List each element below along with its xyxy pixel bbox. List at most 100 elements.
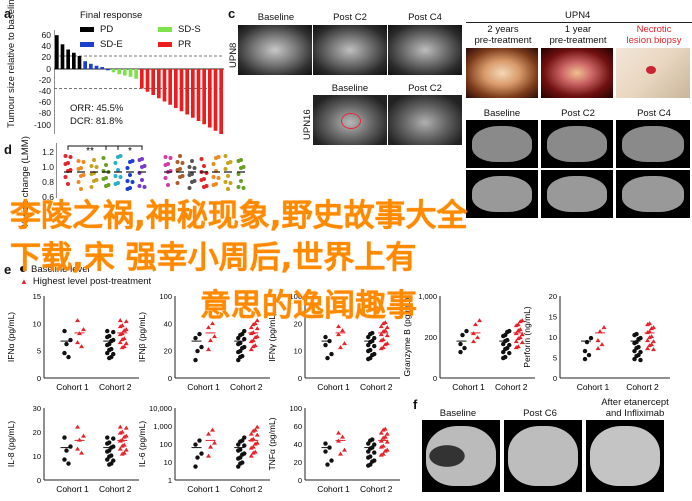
e-point-baseline <box>195 348 200 354</box>
d-point <box>142 185 147 189</box>
e-ytick: 15 <box>549 313 557 322</box>
e-point-post <box>380 321 386 326</box>
e-point-baseline <box>107 462 112 467</box>
e-point-baseline <box>238 354 243 360</box>
e-point-post <box>210 321 215 326</box>
a-bar <box>128 69 133 77</box>
upn4-title: UPN4 <box>565 10 591 21</box>
dcr-text: DCR: 81.8% <box>70 116 123 127</box>
e-cohort-label: Cohort 1 <box>56 382 89 392</box>
ct-upn4-baseline-2 <box>466 170 538 218</box>
e-point-baseline <box>460 332 465 338</box>
e-ytick: 0 <box>298 476 302 485</box>
e-point-baseline <box>238 332 243 338</box>
e-point-baseline <box>370 459 375 464</box>
e-point-post <box>119 443 125 448</box>
upn4-title-1y: 1 year pre-treatment <box>549 24 607 46</box>
a-bar <box>66 49 70 69</box>
upn4-title-2y: 2 years pre-treatment <box>474 24 532 46</box>
legend-swatch-sds <box>158 27 172 32</box>
e-point-baseline <box>105 328 110 334</box>
legend-circle <box>20 266 26 272</box>
d-point <box>223 167 228 171</box>
e-point-post <box>473 322 478 327</box>
e-point-baseline <box>323 342 328 348</box>
e-point-post <box>597 329 603 334</box>
d-point <box>113 182 118 186</box>
a-bar <box>60 44 65 69</box>
e-cohort-label: Cohort 2 <box>495 382 528 392</box>
a-bar <box>111 69 116 73</box>
e-plot-top-0: IFNα (pg/mL) 15 10 5 0 Cohort 1 Cohort 2 <box>6 292 139 392</box>
e-point-post <box>206 453 211 458</box>
waterfall-chart <box>54 30 224 134</box>
e-point-post <box>378 324 384 329</box>
d-point <box>239 179 243 183</box>
e-point-baseline <box>323 449 328 454</box>
e-ytick: 0 <box>37 374 41 383</box>
a-bar <box>208 69 212 128</box>
d-point <box>89 164 94 168</box>
panel-a-yticks: 60 40 20 0 -20 -40 -60 -80 -100 <box>33 30 51 130</box>
d-point <box>211 162 216 166</box>
e-point-post <box>513 323 519 328</box>
e-point-baseline <box>368 339 373 345</box>
e-point-post <box>119 345 125 350</box>
ct-f-postc6 <box>504 420 582 492</box>
e-point-post <box>384 325 390 330</box>
e-point-baseline <box>366 348 371 354</box>
e-point-post <box>647 335 652 340</box>
d-point <box>66 182 70 186</box>
panel-d-yticks: 1.2 1.0 0.8 0.6 <box>42 147 54 202</box>
e-ytick: 0 <box>553 374 557 383</box>
d-point <box>178 175 182 179</box>
e-point-post <box>248 453 254 458</box>
e-point-baseline <box>105 435 110 440</box>
e-ytick: 20 <box>294 458 302 467</box>
e-ytick: 100 <box>159 292 172 301</box>
a-bar <box>89 63 93 69</box>
e-point-baseline <box>632 332 637 338</box>
e-point-baseline <box>199 451 204 456</box>
d-point <box>81 160 86 164</box>
d-point <box>214 156 218 160</box>
d-point <box>199 157 204 161</box>
e-point-baseline <box>366 455 371 460</box>
e-point-post <box>121 328 127 333</box>
e-ytick: 0 <box>168 374 172 383</box>
pet-1y <box>541 48 613 98</box>
d-point <box>68 155 73 159</box>
e-point-post <box>250 322 256 327</box>
e-point-baseline <box>501 355 506 361</box>
e-ytick: 40 <box>294 440 302 449</box>
e-point-post <box>595 338 601 343</box>
f-title-etanercept: After etanercept and Infliximab <box>601 397 669 419</box>
a-bar <box>55 35 59 69</box>
e-cohort-label: Cohort 1 <box>187 382 220 392</box>
a-bar <box>179 69 184 112</box>
e-point-post <box>248 339 254 344</box>
d-sig-bracket-2 <box>105 145 143 150</box>
a-bar <box>83 61 87 69</box>
d-point <box>175 160 180 164</box>
e-point-post <box>250 428 256 433</box>
e-point-baseline <box>632 340 637 346</box>
e-point-baseline <box>458 341 463 347</box>
a-bar <box>213 69 218 131</box>
e-cohort-label: Cohort 2 <box>230 484 263 494</box>
e-point-baseline <box>238 461 243 466</box>
d-point <box>76 159 81 163</box>
e-point-post <box>336 332 341 337</box>
e-point-post <box>212 334 217 339</box>
e-point-post <box>117 446 123 451</box>
d-sig-bracket-1 <box>67 145 119 150</box>
e-point-post <box>254 326 260 331</box>
e-point-baseline <box>507 342 512 348</box>
d-point <box>163 176 168 180</box>
e-ytick: 20 <box>164 347 172 356</box>
e-ylabel: TNFα (pg/mL) <box>267 417 277 470</box>
panel-c-letter: c <box>228 6 236 21</box>
e-point-baseline <box>329 351 334 357</box>
pet-2y <box>466 48 538 98</box>
e-point-post <box>595 346 601 351</box>
